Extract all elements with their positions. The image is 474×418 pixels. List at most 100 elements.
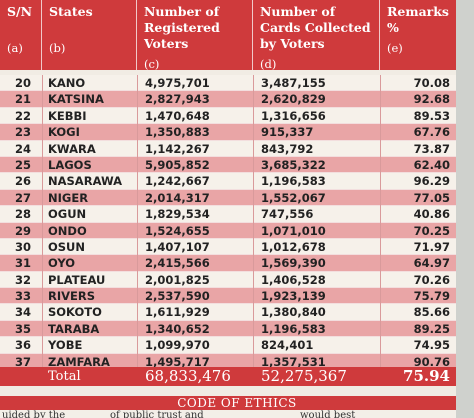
row-remarks: 89.53 bbox=[413, 108, 450, 123]
text-fragment: would best bbox=[300, 410, 356, 418]
row-remarks: 73.87 bbox=[413, 141, 450, 156]
total-registered: 68,833,476 bbox=[145, 367, 231, 385]
table-row: 29 ONDO 1,524,655 1,071,010 70.25 bbox=[0, 222, 474, 239]
row-cards: 747,556 bbox=[261, 207, 314, 222]
row-cards: 3,487,155 bbox=[261, 76, 326, 90]
table-body: 20 KANO 4,975,701 3,487,155 70.08 21 KATSINA 2,… bbox=[0, 75, 474, 371]
row-state: YOBE bbox=[48, 338, 83, 353]
row-registered: 4,975,701 bbox=[145, 76, 210, 90]
header-remarks: Remarks % (e) bbox=[380, 0, 456, 70]
row-state: PLATEAU bbox=[48, 272, 106, 287]
table-row: 25 LAGOS 5,905,852 3,685,322 62.40 bbox=[0, 156, 474, 174]
header-remarks-sub: (e) bbox=[387, 41, 403, 55]
row-cards: 1,316,656 bbox=[261, 108, 326, 123]
row-sn: 30 bbox=[14, 239, 31, 254]
row-registered: 2,415,566 bbox=[145, 256, 210, 271]
header-registered-label: Number of Registered Voters bbox=[144, 4, 220, 51]
row-state: KANO bbox=[48, 76, 86, 90]
header-sn-sub: (a) bbox=[7, 41, 23, 55]
row-remarks: 62.40 bbox=[413, 157, 450, 172]
table-row: 31 OYO 2,415,566 1,569,390 64.97 bbox=[0, 255, 474, 272]
row-cards: 1,196,583 bbox=[261, 321, 326, 336]
row-cards: 3,685,322 bbox=[261, 157, 326, 172]
row-cards: 1,380,840 bbox=[261, 305, 326, 320]
row-remarks: 64.97 bbox=[413, 256, 450, 271]
row-cards: 1,071,010 bbox=[261, 223, 326, 238]
row-remarks: 74.95 bbox=[413, 338, 450, 353]
row-registered: 2,537,590 bbox=[145, 289, 210, 304]
row-cards: 843,792 bbox=[261, 141, 314, 156]
table-row: 34 SOKOTO 1,611,929 1,380,840 85.66 bbox=[0, 304, 474, 321]
column-divider bbox=[253, 75, 254, 368]
row-remarks: 96.29 bbox=[413, 174, 450, 189]
row-sn: 28 bbox=[14, 207, 31, 222]
row-state: OGUN bbox=[48, 207, 87, 222]
header-states-sub: (b) bbox=[49, 41, 66, 55]
total-cards: 52,275,367 bbox=[261, 367, 347, 385]
table-header: S/N (a) States (b) Number of Registered … bbox=[0, 0, 474, 71]
row-registered: 2,001,825 bbox=[145, 272, 210, 287]
row-state: KWARA bbox=[48, 141, 96, 156]
row-sn: 20 bbox=[14, 76, 31, 90]
header-states-label: States bbox=[49, 4, 93, 19]
page-edge-background bbox=[456, 0, 474, 418]
header-registered: Number of Registered Voters (c) bbox=[137, 0, 253, 71]
row-state: SOKOTO bbox=[48, 305, 102, 320]
row-cards: 1,569,390 bbox=[261, 256, 326, 271]
row-sn: 23 bbox=[14, 125, 31, 140]
table-row: 35 TARABA 1,340,652 1,196,583 89.25 bbox=[0, 320, 474, 338]
table-row: 20 KANO 4,975,701 3,487,155 70.08 bbox=[0, 75, 474, 92]
row-sn: 29 bbox=[14, 223, 31, 238]
row-registered: 1,242,667 bbox=[145, 174, 210, 189]
row-sn: 37 bbox=[14, 354, 31, 369]
header-remarks-label: Remarks % bbox=[387, 4, 449, 35]
total-label: Total bbox=[48, 369, 81, 384]
row-state: ONDO bbox=[48, 223, 87, 238]
table-row: 36 YOBE 1,099,970 824,401 74.95 bbox=[0, 337, 474, 354]
row-registered: 1,099,970 bbox=[145, 338, 210, 353]
section-title: CODE OF ETHICS bbox=[177, 396, 297, 410]
row-registered: 1,611,929 bbox=[145, 305, 210, 320]
row-state: ZAMFARA bbox=[48, 354, 110, 369]
row-cards: 2,620,829 bbox=[261, 92, 326, 107]
row-state: NASARAWA bbox=[48, 174, 123, 189]
row-remarks: 85.66 bbox=[413, 305, 450, 320]
table-row: 27 NIGER 2,014,317 1,552,067 77.05 bbox=[0, 189, 474, 207]
row-state: NIGER bbox=[48, 190, 89, 205]
row-state: KATSINA bbox=[48, 92, 104, 107]
row-state: RIVERS bbox=[48, 289, 96, 304]
row-state: OYO bbox=[48, 256, 76, 271]
row-registered: 1,340,652 bbox=[145, 321, 210, 336]
header-cards: Number of Cards Collected by Voters (d) bbox=[253, 0, 380, 71]
row-remarks: 70.08 bbox=[413, 76, 450, 90]
row-cards: 1,406,528 bbox=[261, 272, 326, 287]
row-remarks: 71.97 bbox=[413, 239, 450, 254]
row-cards: 1,357,531 bbox=[261, 354, 326, 369]
row-registered: 1,350,883 bbox=[145, 125, 210, 140]
row-registered: 1,495,717 bbox=[145, 354, 210, 369]
row-state: LAGOS bbox=[48, 157, 92, 172]
row-sn: 22 bbox=[14, 108, 31, 123]
table-row: 28 OGUN 1,829,534 747,556 40.86 bbox=[0, 206, 474, 223]
text-fragment: uided by the bbox=[2, 410, 66, 418]
row-cards: 824,401 bbox=[261, 338, 314, 353]
header-cards-label: Number of Cards Collected by Voters bbox=[260, 4, 371, 51]
row-remarks: 89.25 bbox=[413, 321, 450, 336]
table-row: 30 OSUN 1,407,107 1,012,678 71.97 bbox=[0, 238, 474, 256]
table-row: 32 PLATEAU 2,001,825 1,406,528 70.26 bbox=[0, 271, 474, 289]
total-row: Total 68,833,476 52,275,367 75.94 bbox=[0, 367, 474, 386]
header-gap bbox=[0, 70, 474, 75]
row-remarks: 40.86 bbox=[413, 207, 450, 222]
header-registered-sub: (c) bbox=[144, 57, 160, 71]
table-row: 23 KOGI 1,350,883 915,337 67.76 bbox=[0, 124, 474, 141]
row-cards: 1,196,583 bbox=[261, 174, 326, 189]
row-sn: 25 bbox=[14, 157, 31, 172]
row-sn: 34 bbox=[14, 305, 31, 320]
row-sn: 21 bbox=[14, 92, 31, 107]
column-divider bbox=[137, 75, 138, 368]
header-sn-label: S/N bbox=[7, 4, 33, 19]
row-sn: 35 bbox=[14, 321, 31, 336]
table-row: 33 RIVERS 2,537,590 1,923,139 75.79 bbox=[0, 288, 474, 305]
row-registered: 1,407,107 bbox=[145, 239, 210, 254]
